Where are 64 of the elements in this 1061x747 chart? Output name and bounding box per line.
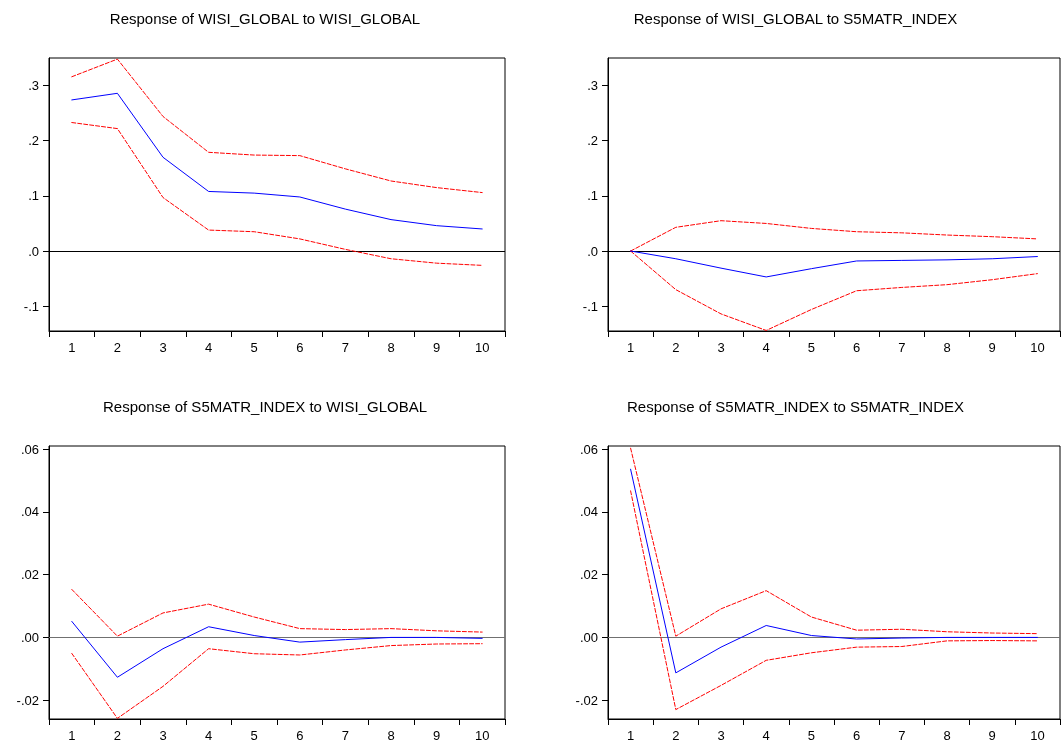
x-tick-label: 2	[672, 340, 680, 355]
y-tick-label: .1	[28, 188, 39, 204]
x-tick-label: 3	[159, 728, 167, 743]
y-tick-label: .02	[20, 567, 39, 583]
y-tick-label: -.02	[575, 692, 598, 708]
x-tick-label: 9	[432, 340, 441, 355]
y-tick-label: -.1	[23, 298, 39, 314]
x-tick-label: 5	[807, 728, 816, 743]
x-tick-label: 7	[898, 340, 906, 355]
x-tick-label: 7	[341, 728, 350, 743]
y-tick-label: .0	[587, 243, 598, 259]
x-tick-label: 5	[250, 728, 258, 743]
x-tick-label: 9	[988, 728, 996, 743]
chart-title: Response of S5MATR_INDEX to WISI_GLOBAL	[102, 398, 428, 415]
x-tick-label: 8	[387, 728, 395, 743]
y-tick-label: .04	[20, 504, 39, 520]
x-tick-label: 9	[988, 340, 996, 355]
x-tick-label: 6	[852, 340, 861, 355]
x-tick-label: 7	[898, 728, 906, 743]
y-tick-label: .02	[579, 567, 598, 583]
x-tick-label: 10	[474, 340, 490, 355]
x-tick-label: 2	[672, 728, 680, 743]
chart-title: Response of S5MATR_INDEX to S5MATR_INDEX	[626, 398, 965, 415]
x-tick-label: 1	[626, 340, 635, 355]
x-tick-label: 5	[250, 340, 258, 355]
x-tick-label: 4	[204, 340, 213, 355]
chart-title: Response of WISI_GLOBAL to S5MATR_INDEX	[633, 10, 958, 27]
y-tick-label: .2	[587, 133, 598, 149]
x-tick-label: 1	[68, 728, 76, 743]
y-tick-label: .2	[28, 133, 39, 149]
x-tick-label: 8	[943, 340, 951, 355]
x-tick-label: 4	[762, 340, 770, 355]
x-tick-label: 10	[474, 728, 490, 743]
y-tick-label: .3	[587, 78, 598, 94]
y-tick-label: .0	[28, 243, 39, 259]
x-tick-label: 8	[943, 728, 951, 743]
x-tick-label: 7	[341, 340, 350, 355]
x-tick-label: 3	[159, 340, 167, 355]
y-tick-label: .04	[579, 504, 598, 520]
x-tick-label: 9	[432, 728, 441, 743]
x-tick-label: 8	[387, 340, 395, 355]
x-tick-label: 3	[717, 728, 725, 743]
x-tick-label: 1	[626, 728, 635, 743]
x-tick-label: 4	[204, 728, 213, 743]
y-tick-label: .00	[579, 629, 598, 645]
x-tick-label: 2	[113, 728, 122, 743]
y-tick-label: .3	[28, 78, 39, 94]
y-tick-label: .06	[579, 441, 598, 457]
x-tick-label: 2	[113, 340, 122, 355]
x-tick-label: 1	[68, 340, 76, 355]
x-tick-label: 6	[852, 728, 861, 743]
y-tick-label: .06	[20, 441, 39, 457]
x-tick-label: 6	[296, 340, 304, 355]
x-tick-label: 5	[807, 340, 816, 355]
x-tick-label: 3	[717, 340, 725, 355]
chart-title: Response of WISI_GLOBAL to WISI_GLOBAL	[109, 10, 421, 27]
y-tick-label: -.02	[16, 692, 39, 708]
x-tick-label: 10	[1030, 728, 1045, 743]
y-tick-label: .00	[20, 629, 39, 645]
x-tick-label: 6	[296, 728, 304, 743]
y-tick-label: -.1	[582, 298, 598, 314]
x-tick-label: 4	[762, 728, 770, 743]
y-tick-label: .1	[587, 188, 598, 204]
x-tick-label: 10	[1030, 340, 1045, 355]
